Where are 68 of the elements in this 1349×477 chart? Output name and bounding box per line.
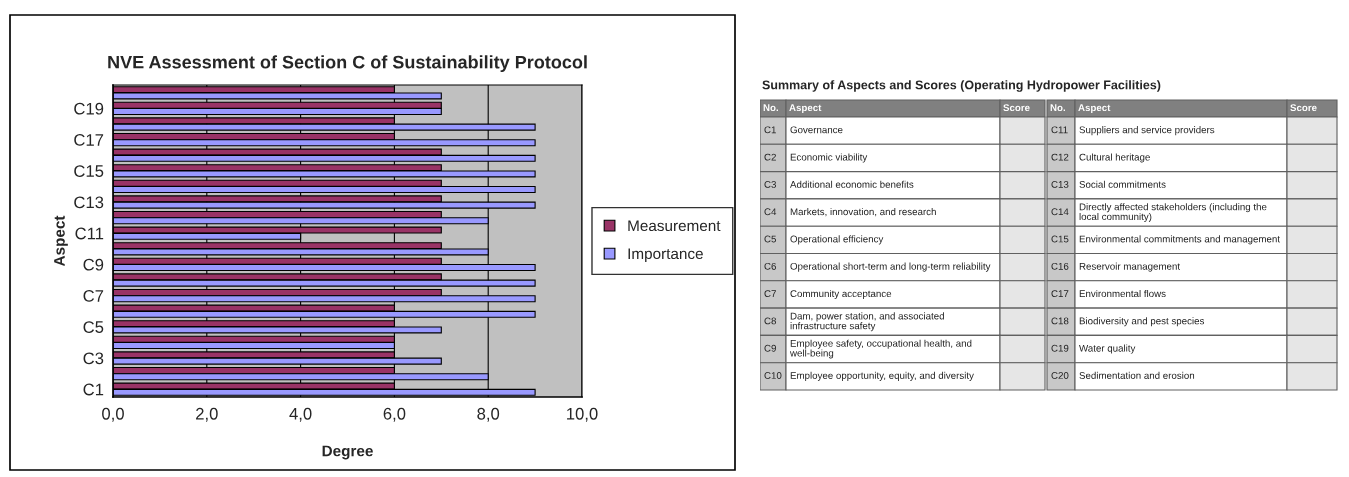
text: Employee safety, occupational health, and well-being [789, 339, 972, 359]
text: Aspect [1078, 104, 1111, 114]
y-tick-label: C19 [74, 102, 104, 115]
x-axis-title: Degree [322, 445, 373, 460]
text: Markets, innovation, and research [790, 208, 936, 217]
text: Community acceptance [790, 289, 892, 299]
text: Biodiversity and pest species [1079, 317, 1205, 327]
y-tick-label: C3 [83, 352, 104, 365]
y-axis-title: Aspect [54, 215, 68, 267]
y-tick-label: C17 [74, 134, 104, 146]
x-tick-label: 8,0 [477, 407, 500, 422]
text: C10 [764, 372, 782, 379]
text: Sedimentation and erosion [1079, 371, 1195, 379]
text: Suppliers and service providers [1079, 126, 1215, 136]
text: Environmental commitments and management [1079, 235, 1280, 245]
legend-label: Measurement [628, 220, 721, 232]
text: C14 [1051, 208, 1069, 216]
text: C20 [1051, 372, 1069, 379]
text: Employee opportunity, equity, and diversity [790, 371, 974, 381]
text: C7 [764, 290, 776, 298]
x-tick-label: 6,0 [383, 407, 406, 422]
text: Score [1290, 104, 1317, 112]
text: Score [1003, 104, 1030, 112]
text: Summary of Aspects and Scores (Operating Hydropower Facilities) [762, 80, 1161, 92]
legend-label: Importance [628, 248, 703, 263]
text: No. [763, 104, 778, 112]
x-tick-label: 4,0 [289, 407, 312, 422]
x-tick-label: 2,0 [196, 407, 218, 422]
y-tick-label: C5 [83, 321, 104, 333]
y-tick-label: C15 [74, 165, 104, 177]
x-tick-label: 0,0 [102, 407, 124, 422]
text: C4 [764, 208, 777, 216]
text: C15 [1051, 235, 1069, 243]
text: Cultural heritage [1079, 153, 1150, 163]
chart-title: NVE Assessment of Section C of Sustainability Protocol [108, 55, 587, 73]
x-tick-label: 10,0 [567, 407, 598, 422]
text: Directly affected stakeholders (including the local community) [1079, 203, 1267, 222]
text: C1 [764, 126, 776, 134]
y-tick-label: C11 [75, 227, 104, 240]
text: Social commitments [1079, 180, 1166, 188]
text: C2 [764, 153, 776, 161]
text: C8 [764, 317, 777, 325]
text: C9 [764, 344, 776, 352]
text: C11 [1051, 126, 1068, 134]
text: C16 [1051, 262, 1069, 270]
text: C3 [764, 180, 776, 188]
y-tick-label: C1 [83, 383, 104, 396]
text: No. [1050, 104, 1065, 112]
y-tick-label: C9 [83, 258, 104, 271]
text: C6 [764, 262, 776, 270]
text: C5 [764, 235, 777, 243]
y-tick-label: C7 [83, 290, 104, 302]
text: Water quality [1079, 344, 1136, 354]
text: Dam, power station, and associated infrastructure safety [790, 312, 944, 332]
text: Additional economic benefits [790, 180, 914, 188]
text: Operational efficiency [790, 235, 884, 245]
text: Operational short-term and long-term reliability [790, 262, 991, 272]
text: C19 [1051, 344, 1069, 352]
text: Aspect [789, 104, 822, 114]
text: Economic viability [790, 153, 868, 163]
text: C18 [1051, 317, 1069, 325]
text: C13 [1051, 180, 1069, 188]
y-tick-label: C13 [74, 196, 104, 209]
text: Governance [790, 126, 843, 134]
text: C17 [1051, 290, 1069, 298]
text: Reservoir management [1079, 262, 1180, 272]
text: Environmental flows [1079, 289, 1166, 298]
text: C12 [1051, 153, 1069, 161]
